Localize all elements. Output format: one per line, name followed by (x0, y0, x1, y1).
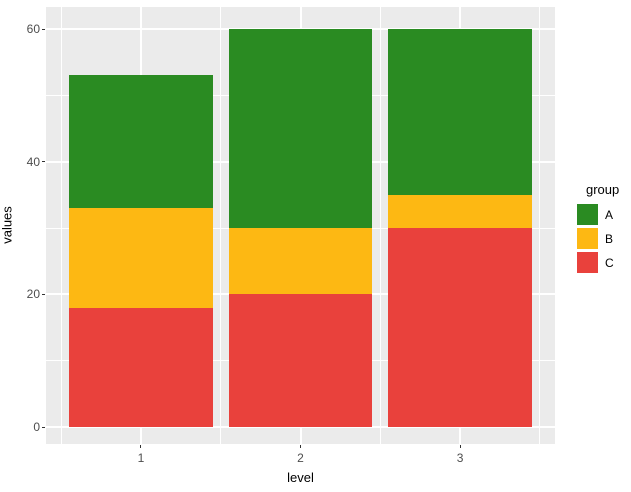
y-tick-label-0: 0 (33, 420, 40, 434)
bar-segment-B-level-2 (228, 228, 373, 295)
y-tick-20 (42, 293, 45, 295)
legend-title: group (586, 182, 620, 197)
y-tick-label-40: 40 (26, 154, 40, 169)
legend-item-C: C (577, 252, 631, 273)
legend-label-A: A (605, 207, 614, 222)
x-tick-3 (459, 445, 461, 448)
plot-panel (46, 7, 555, 444)
y-tick-60 (42, 28, 45, 30)
x-axis-title: level (287, 470, 314, 485)
y-axis-title: values (0, 206, 15, 244)
bar-segment-B-level-3 (388, 194, 532, 228)
gridline-minor-x-3.5 (539, 7, 541, 444)
bar-segment-A-level-1 (69, 75, 213, 209)
y-tick-0 (42, 426, 45, 428)
legend-item-A: A (577, 204, 631, 225)
bar-segment-A-level-2 (228, 29, 373, 228)
bar-segment-C-level-2 (228, 294, 373, 427)
bar-segment-A-level-3 (388, 29, 532, 195)
bar-segment-B-level-1 (69, 208, 213, 308)
x-tick-1 (140, 445, 142, 448)
legend-key-A (577, 204, 598, 225)
x-tick-label-3: 3 (456, 451, 464, 465)
legend-item-B: B (577, 228, 631, 249)
legend-key-C (577, 252, 598, 273)
legend-key-B (577, 228, 598, 249)
gridline-minor-x-0.5 (60, 7, 62, 444)
legend-label-B: B (605, 231, 614, 246)
gridline-minor-x-2.5 (379, 7, 381, 444)
y-tick-label-20: 20 (26, 287, 40, 302)
bar-segment-C-level-3 (388, 228, 532, 427)
y-tick-40 (42, 161, 45, 163)
x-tick-label-1: 1 (137, 451, 145, 465)
gridline-minor-x-1.5 (220, 7, 222, 444)
legend-label-C: C (605, 255, 614, 270)
y-tick-label-60: 60 (26, 22, 40, 36)
x-tick-2 (300, 445, 301, 448)
x-tick-label-2: 2 (297, 451, 304, 465)
bar-segment-C-level-1 (69, 307, 213, 427)
